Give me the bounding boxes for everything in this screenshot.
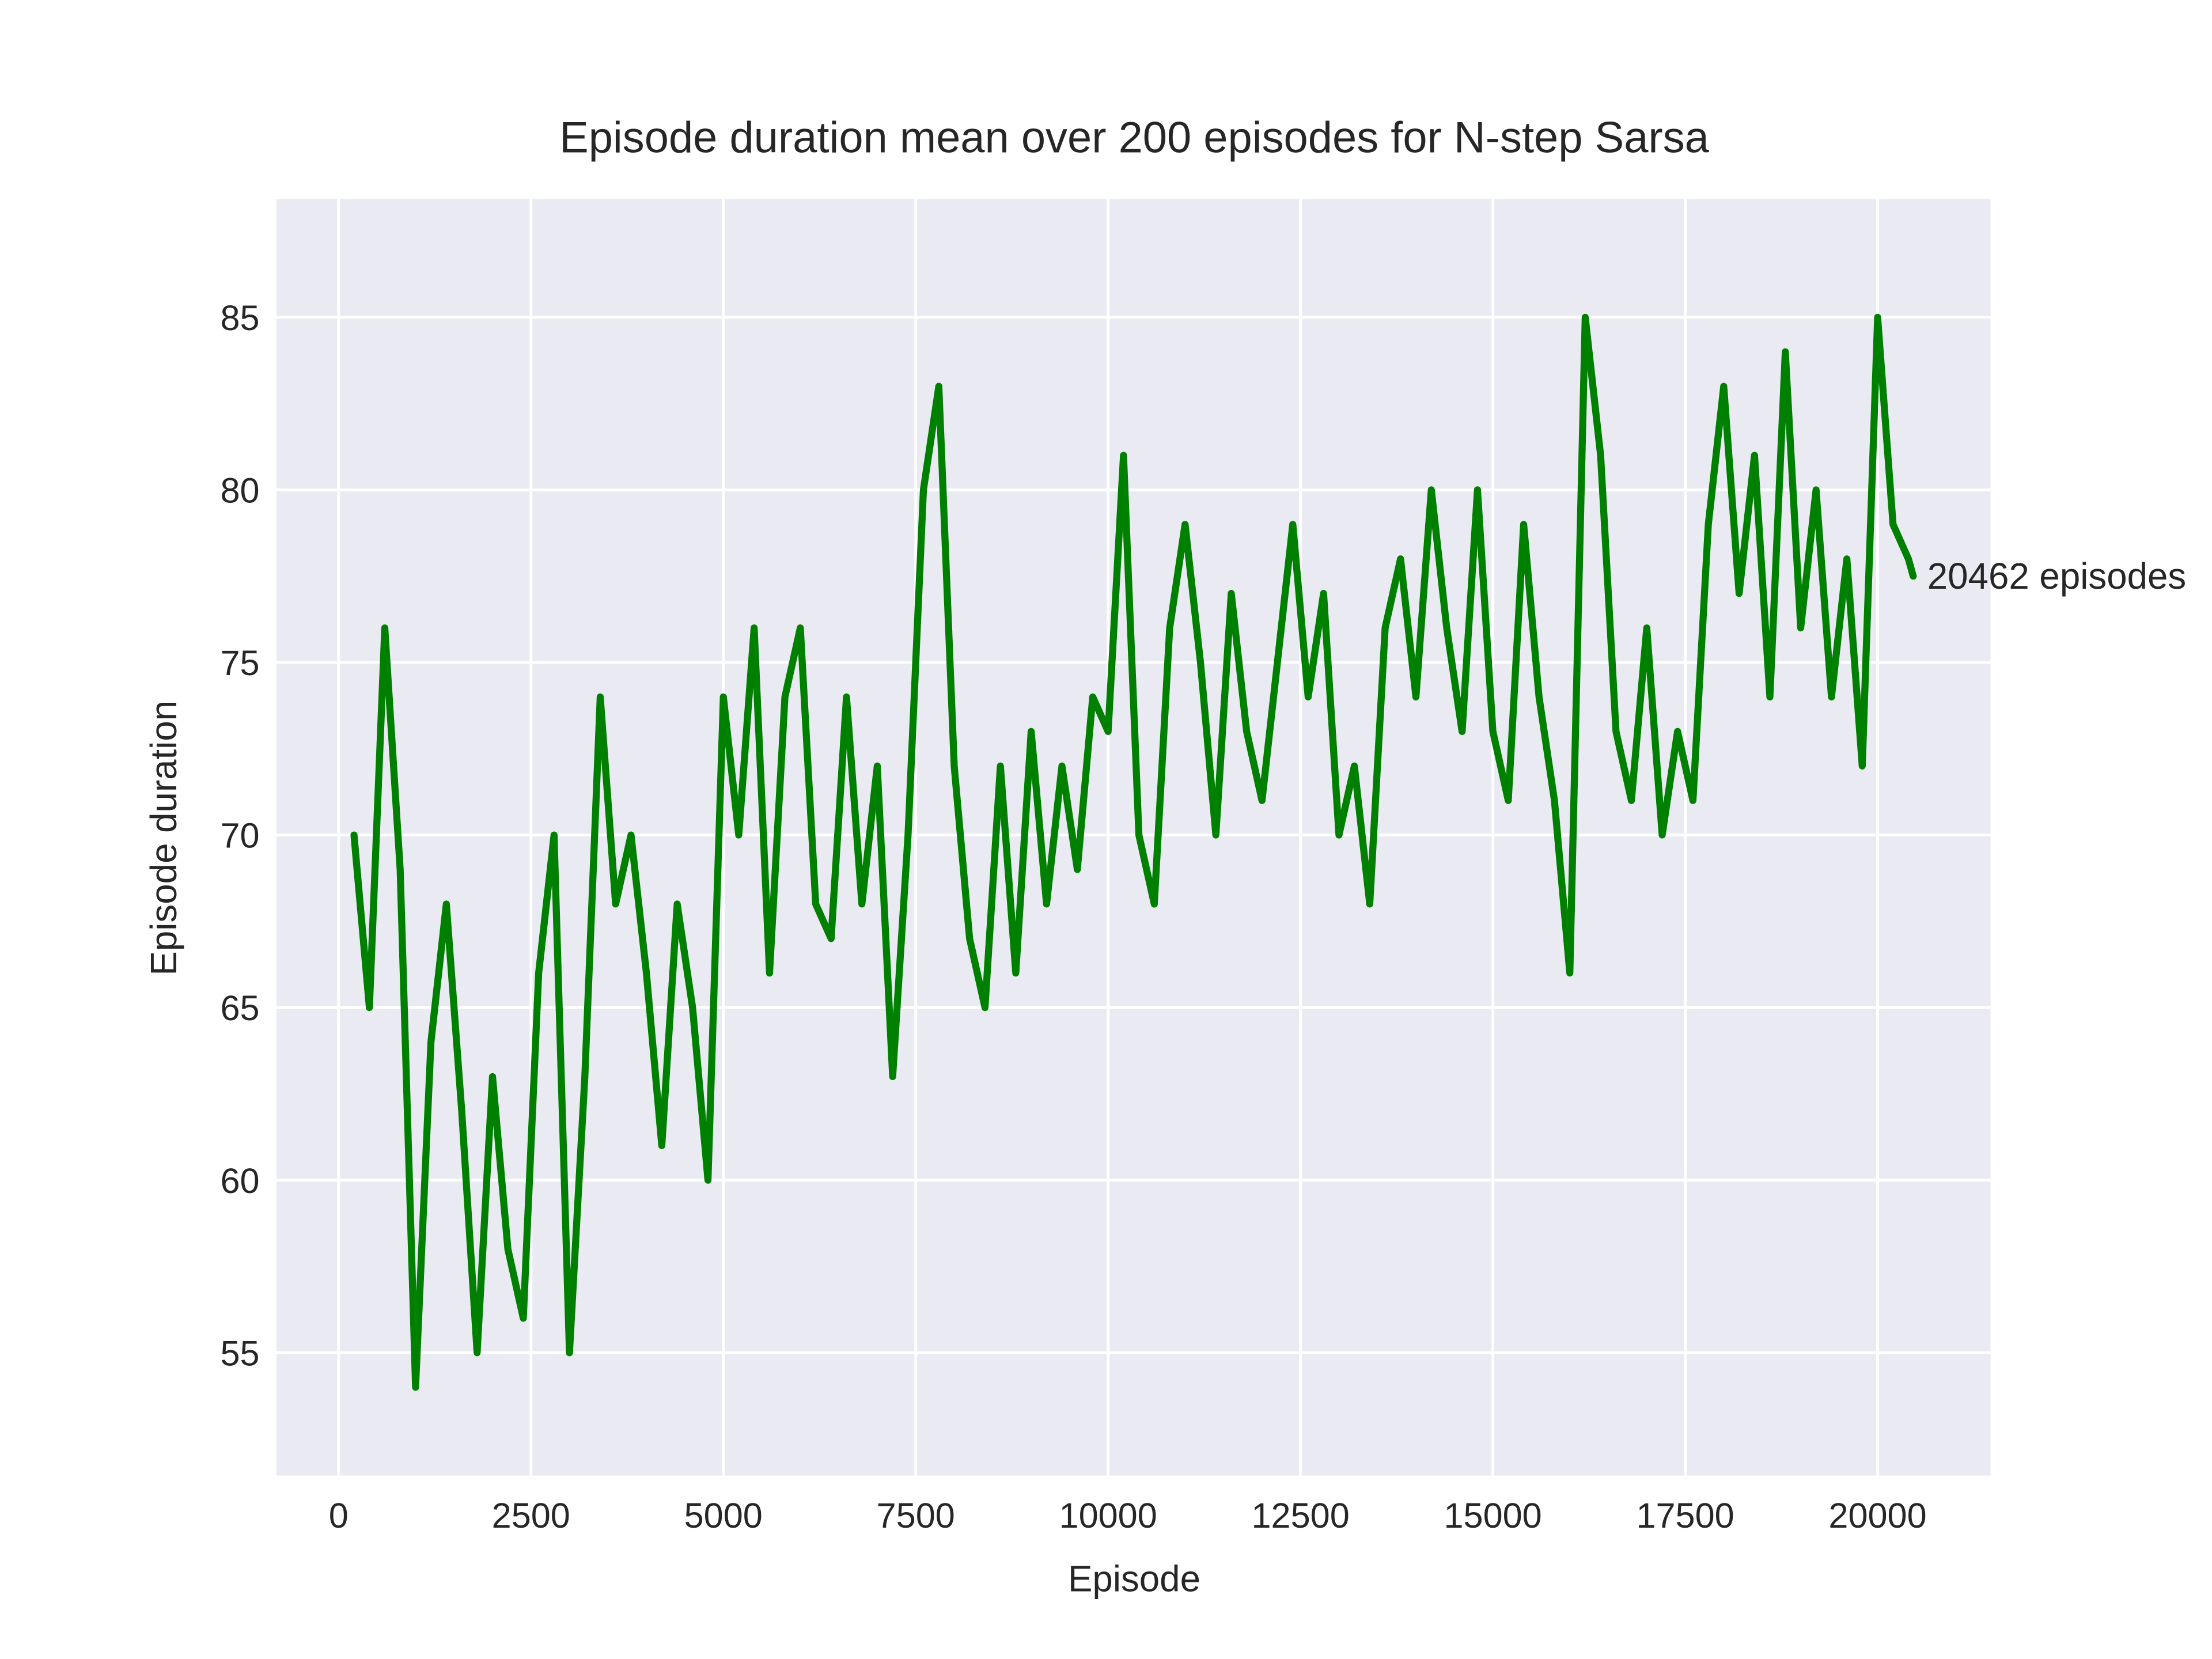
data-line: [350, 313, 1917, 1391]
plot-area: [276, 199, 1991, 1476]
x-tick-label: 12500: [1252, 1496, 1350, 1535]
x-tick-label: 5000: [684, 1496, 763, 1535]
x-tick-label: 20000: [1828, 1496, 1926, 1535]
annotation: 20462 episodes: [1927, 556, 2187, 597]
lines: [350, 313, 1917, 1391]
y-tick-label: 75: [221, 643, 260, 683]
x-tick-label: 7500: [877, 1496, 955, 1535]
x-axis-label: Episode: [1068, 1558, 1200, 1599]
y-tick-label: 55: [221, 1334, 260, 1373]
y-tick-label: 70: [221, 816, 260, 855]
x-tick-label: 15000: [1444, 1496, 1541, 1535]
x-tick-label: 2500: [492, 1496, 570, 1535]
chart-title: Episode duration mean over 200 episodes …: [559, 113, 1710, 162]
x-tick-label: 17500: [1636, 1496, 1734, 1535]
labels: 55 60 65 70 75 80 85 0 2500 5000 7500 10000 12500 150…: [221, 298, 2187, 1535]
y-tick-label: 60: [221, 1161, 260, 1200]
y-tick-label: 80: [221, 471, 260, 510]
y-axis-label: Episode duration: [143, 700, 184, 976]
y-tick-label: 65: [221, 988, 260, 1028]
y-tick-label: 85: [221, 298, 260, 338]
x-tick-label: 10000: [1059, 1496, 1157, 1535]
x-tick-label: 0: [329, 1496, 349, 1535]
